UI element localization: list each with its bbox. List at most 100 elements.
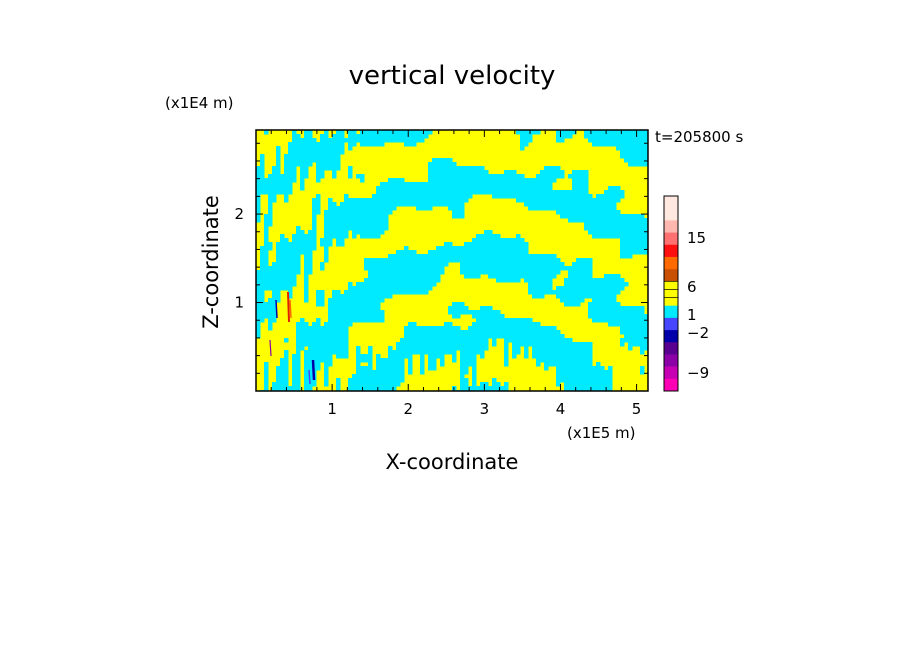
field-cell <box>264 374 269 379</box>
field-cell <box>564 278 625 283</box>
field-cell <box>264 370 269 375</box>
field-cell <box>360 178 365 183</box>
field-cell <box>324 258 329 263</box>
field-cell <box>568 218 648 223</box>
field-cell <box>272 290 281 295</box>
field-cell <box>296 342 349 347</box>
field-cell <box>440 362 445 367</box>
field-cell <box>336 386 341 391</box>
field-cell <box>568 274 593 279</box>
colorbar-segment <box>664 305 678 319</box>
field-cell <box>620 342 625 347</box>
field-cell <box>444 242 453 247</box>
field-cell <box>300 186 305 191</box>
field-cell <box>288 294 293 299</box>
field-cell <box>620 338 648 343</box>
colorbar-label: −9 <box>687 364 709 382</box>
colorbar-segment <box>664 196 678 209</box>
field-cell <box>460 358 477 363</box>
field-cell <box>276 154 281 159</box>
field-cell <box>572 170 589 175</box>
field-cell <box>272 166 281 171</box>
field-cell <box>620 154 648 159</box>
field-cell <box>268 298 281 303</box>
field-cell <box>324 226 389 231</box>
field-cell <box>532 346 593 351</box>
axis-ticks <box>256 130 648 391</box>
field-cell <box>504 362 509 367</box>
field-cell <box>256 206 261 211</box>
field-cell <box>404 246 409 251</box>
field-cell <box>584 222 648 227</box>
field-cell <box>312 222 317 227</box>
field-cell <box>264 222 273 227</box>
x-tick-label: 3 <box>480 400 490 418</box>
field-cell <box>292 134 301 139</box>
field-cell <box>316 166 341 171</box>
field-cell <box>268 206 273 211</box>
field-cell <box>348 170 353 175</box>
field-cell <box>364 262 449 267</box>
chart-title: vertical velocity <box>349 61 556 91</box>
field-cell <box>256 322 261 327</box>
field-cell <box>348 286 433 291</box>
x-tick-label: 4 <box>556 400 566 418</box>
field-cell <box>268 198 277 203</box>
field-cell <box>428 166 485 171</box>
field-cell <box>572 182 589 187</box>
field-cell <box>328 198 333 203</box>
colorbar-frame <box>663 195 679 392</box>
field-cell <box>356 354 373 359</box>
field-cell <box>264 366 269 371</box>
field-cell <box>276 246 317 251</box>
field-cell <box>272 170 281 175</box>
field-cell <box>452 214 465 219</box>
field-cell <box>396 342 489 347</box>
field-cell <box>268 322 273 327</box>
field-cell <box>408 322 417 327</box>
field-cell <box>256 174 265 179</box>
field-cell <box>324 218 389 223</box>
field-cell <box>312 198 321 203</box>
field-cell <box>560 214 645 219</box>
field-cell <box>288 290 293 295</box>
field-cell <box>344 198 469 203</box>
field-cell <box>272 294 281 299</box>
field-cell <box>560 298 585 303</box>
field-cell <box>328 310 385 315</box>
field-cell <box>540 170 565 175</box>
field-cell <box>304 274 309 279</box>
field-cell <box>324 130 329 135</box>
field-cell <box>312 226 317 231</box>
field-cell <box>556 210 621 215</box>
field-cell <box>304 282 309 287</box>
field-cell <box>256 178 297 183</box>
field-cell <box>360 130 433 135</box>
field-cell <box>356 350 361 355</box>
plot-area <box>255 129 649 392</box>
field-cell <box>544 362 593 367</box>
field-cell <box>640 366 645 371</box>
field-cell <box>588 306 645 311</box>
field-cell <box>288 142 345 147</box>
field-cell <box>640 370 645 375</box>
field-cell <box>296 322 309 327</box>
field-cell <box>472 366 477 371</box>
field-cell <box>304 286 309 291</box>
field-cell <box>264 234 269 239</box>
field-streak <box>287 291 290 323</box>
field-cell <box>276 378 289 383</box>
colorbar-label: −2 <box>687 324 709 342</box>
field-cell <box>332 134 345 139</box>
field-cell <box>264 362 269 367</box>
field-cell <box>324 374 329 379</box>
field-cell <box>520 142 529 147</box>
field-cell <box>284 158 341 163</box>
field-cell <box>324 322 353 327</box>
field-cell <box>304 134 313 139</box>
field-cell <box>304 370 317 375</box>
colorbar-segment <box>664 317 678 331</box>
field-cell <box>572 186 589 191</box>
field-cell <box>284 154 341 159</box>
field-cell <box>356 346 361 351</box>
